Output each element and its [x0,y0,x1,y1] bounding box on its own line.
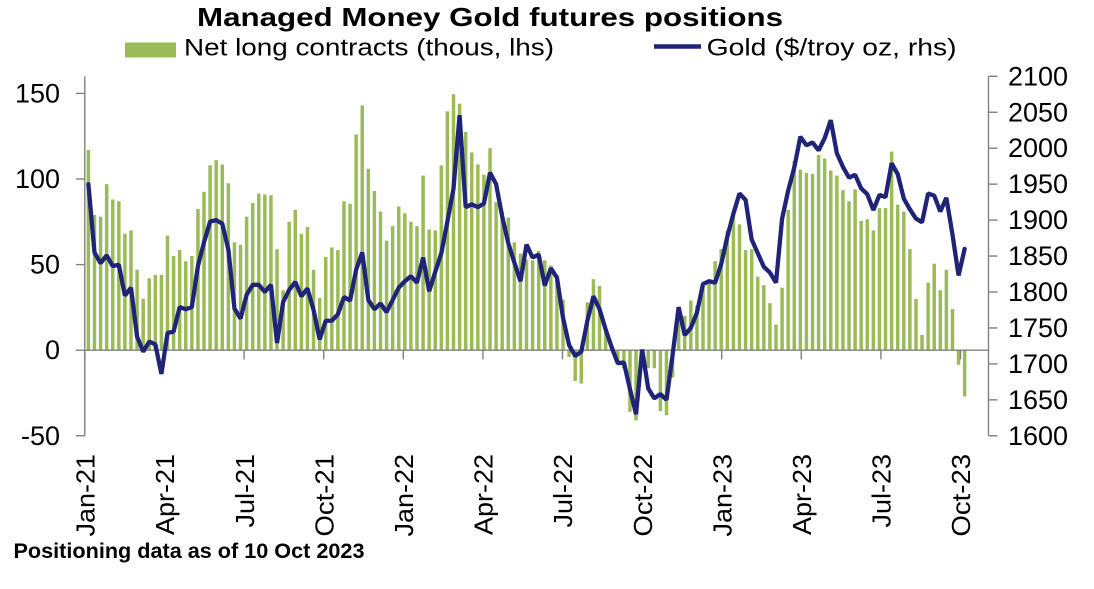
svg-text:-50: -50 [21,421,60,451]
svg-text:1700: 1700 [1008,349,1068,379]
svg-text:50: 50 [30,250,60,280]
svg-text:Apr-21: Apr-21 [150,454,180,535]
svg-text:Managed Money Gold futures pos: Managed Money Gold futures positions [197,2,783,32]
svg-text:150: 150 [15,78,60,108]
svg-text:2000: 2000 [1008,133,1068,163]
svg-text:2100: 2100 [1008,61,1068,91]
svg-text:Jul-22: Jul-22 [548,454,578,528]
svg-text:Jan-23: Jan-23 [707,454,737,537]
svg-text:Jan-22: Jan-22 [389,454,419,537]
svg-text:100: 100 [15,164,60,194]
svg-text:Net long contracts (thous, lhs: Net long contracts (thous, lhs) [184,35,554,62]
svg-text:Apr-22: Apr-22 [469,454,499,535]
svg-text:Jul-23: Jul-23 [867,454,897,528]
svg-text:1900: 1900 [1008,205,1068,235]
svg-text:Apr-23: Apr-23 [787,454,817,535]
svg-text:Jan-21: Jan-21 [71,454,101,537]
svg-text:Oct-22: Oct-22 [628,454,658,537]
svg-text:1750: 1750 [1008,313,1068,343]
svg-text:2050: 2050 [1008,97,1068,127]
svg-text:Positioning data as of 10 Oct: Positioning data as of 10 Oct 2023 [14,540,365,563]
svg-text:1600: 1600 [1008,421,1068,451]
svg-text:1950: 1950 [1008,169,1068,199]
svg-text:1650: 1650 [1008,385,1068,415]
svg-text:Jul-21: Jul-21 [230,454,260,528]
svg-text:1850: 1850 [1008,241,1068,271]
svg-text:Gold ($/troy oz, rhs): Gold ($/troy oz, rhs) [707,35,957,62]
svg-text:1800: 1800 [1008,277,1068,307]
svg-text:Oct-23: Oct-23 [946,454,976,537]
svg-text:Oct-21: Oct-21 [309,454,339,537]
svg-text:0: 0 [45,335,60,365]
